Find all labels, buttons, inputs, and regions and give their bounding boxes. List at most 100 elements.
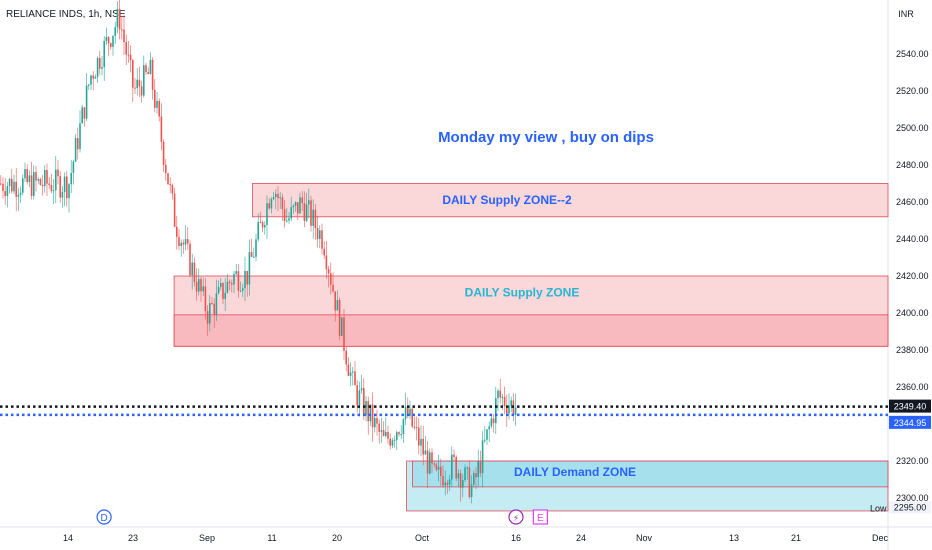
split-marker[interactable]: [508, 509, 524, 525]
candle-body: [343, 317, 345, 351]
candle-body: [167, 173, 169, 185]
candle-body: [398, 432, 400, 435]
candle-body: [261, 222, 264, 228]
candle-body: [506, 406, 508, 414]
candle-body: [486, 429, 488, 440]
y-tick-label: 2520.00: [896, 86, 929, 96]
candle-body: [356, 385, 358, 406]
candle-body: [312, 209, 314, 226]
candle-body: [442, 476, 444, 486]
candle-body: [52, 190, 55, 192]
candle-body: [182, 242, 185, 245]
candle-body: [495, 398, 497, 424]
candle-body: [277, 193, 279, 199]
candle-body: [422, 438, 424, 455]
candle-body: [101, 67, 103, 69]
candle-body: [415, 427, 418, 429]
x-tick-label: Nov: [636, 533, 653, 543]
zone-label: DAILY Supply ZONE--2: [442, 193, 572, 207]
y-tick-label: 2360.00: [896, 382, 929, 392]
candle-body: [127, 54, 130, 56]
candle-body: [59, 176, 61, 198]
candle-body: [409, 408, 411, 416]
demand-zone-inner-box[interactable]: [412, 460, 889, 488]
candle-body: [387, 432, 389, 439]
candle-body: [455, 457, 457, 479]
y-tick-label: 2320.00: [896, 456, 929, 466]
candle-body: [371, 404, 374, 428]
candle-body: [143, 65, 145, 96]
candle-body: [231, 283, 233, 285]
candle-body: [272, 197, 275, 200]
candle-body: [490, 418, 493, 427]
candle-body: [400, 434, 402, 436]
candle-body: [193, 262, 196, 282]
current-price-label: 2349.40: [894, 402, 927, 412]
y-tick-label: 2420.00: [896, 271, 929, 281]
candle-body: [367, 401, 369, 422]
candle-body: [114, 27, 116, 36]
candle-body: [435, 464, 438, 470]
candle-body: [242, 288, 244, 291]
candle-body: [448, 479, 451, 485]
candle-body: [279, 197, 281, 199]
candle-body: [446, 482, 449, 485]
candle-body: [365, 401, 367, 416]
candle-body: [453, 454, 455, 458]
candle-body: [380, 430, 383, 432]
candle-body: [290, 207, 292, 219]
earnings-marker-label: E: [537, 513, 544, 524]
candle-body: [301, 197, 303, 203]
candle-body: [217, 286, 220, 294]
candle-body: [94, 76, 97, 79]
candle-body: [327, 269, 330, 274]
candle-body: [72, 161, 75, 173]
candle-body: [369, 404, 372, 422]
candle-body: [96, 57, 99, 77]
supply-zone-inner-box[interactable]: [173, 314, 889, 347]
candle-body: [360, 388, 363, 391]
candle-body: [462, 480, 464, 488]
candle-body: [187, 239, 189, 244]
candle-body: [259, 222, 262, 224]
y-tick-label: 2400.00: [896, 308, 929, 318]
candle-body: [479, 461, 482, 474]
candle-body: [488, 426, 490, 430]
earnings-marker[interactable]: [532, 509, 548, 525]
candle-body: [180, 242, 182, 246]
candle-body: [420, 438, 422, 446]
candle-body: [503, 396, 506, 407]
x-tick-label: 20: [332, 533, 342, 543]
candle-body: [121, 29, 123, 31]
candle-body: [475, 473, 477, 478]
x-tick-label: Oct: [415, 533, 430, 543]
candle-body: [184, 239, 187, 245]
candle-body: [70, 172, 72, 185]
candle-body: [411, 408, 413, 427]
candle-body: [85, 85, 88, 119]
candle-body: [149, 59, 152, 74]
currency-label: INR: [898, 9, 914, 19]
candle-body: [154, 89, 156, 108]
candle-body: [160, 116, 163, 142]
candle-body: [396, 432, 398, 440]
candle-body: [206, 311, 209, 324]
dividend-marker[interactable]: [96, 509, 112, 525]
dividend-marker-label: D: [100, 513, 107, 524]
candle-body: [244, 270, 246, 289]
candle-body: [297, 202, 299, 214]
candle-body: [134, 87, 136, 89]
candle-body: [248, 252, 251, 285]
candle-body: [37, 178, 39, 181]
supply-zone-box[interactable]: [252, 183, 889, 218]
candle-body: [286, 220, 288, 222]
candle-body: [376, 417, 378, 424]
candle-body: [224, 292, 226, 299]
candle-body: [510, 400, 512, 406]
candle-body: [464, 467, 466, 481]
candle-body: [140, 86, 143, 96]
candle-body: [90, 75, 92, 85]
candle-body: [226, 281, 229, 293]
candle-body: [123, 29, 125, 43]
